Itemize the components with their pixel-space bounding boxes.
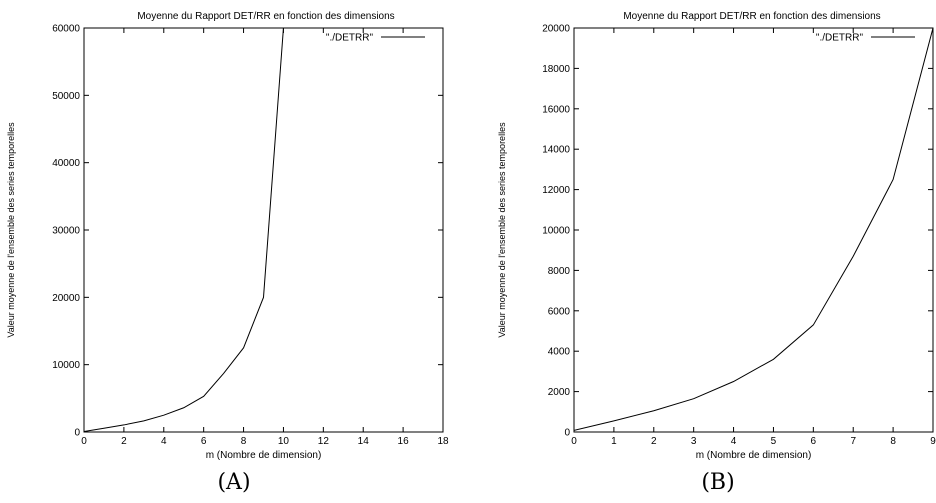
plot-frame xyxy=(573,27,934,433)
y-tick-label: 30000 xyxy=(52,226,80,237)
y-axis-label: Valeur moyenne de l'ensemble des series … xyxy=(497,122,507,338)
y-tick-label: 50000 xyxy=(52,91,80,102)
y-tick-label: 10000 xyxy=(542,226,570,237)
y-tick-label: 18000 xyxy=(542,64,570,75)
x-tick-label: 12 xyxy=(318,436,330,447)
chart-title: Moyenne du Rapport DET/RR en fonction de… xyxy=(137,11,394,22)
y-tick-label: 12000 xyxy=(542,185,570,196)
chart-title: Moyenne du Rapport DET/RR en fonction de… xyxy=(623,11,880,22)
x-axis-label: m (Nombre de dimension) xyxy=(206,450,322,461)
chart-b: Moyenne du Rapport DET/RR en fonction de… xyxy=(497,11,936,461)
x-tick-label: 10 xyxy=(278,436,290,447)
plot-frame xyxy=(83,27,444,433)
panel-label-a: (A) xyxy=(217,470,251,495)
x-tick-label: 1 xyxy=(611,436,617,447)
x-tick-label: 5 xyxy=(771,436,777,447)
y-tick-label: 10000 xyxy=(52,360,80,371)
x-tick-label: 2 xyxy=(651,436,657,447)
y-tick-label: 20000 xyxy=(52,293,80,304)
x-tick-label: 4 xyxy=(161,436,167,447)
y-tick-label: 16000 xyxy=(542,104,570,115)
y-tick-label: 20000 xyxy=(542,24,570,35)
y-tick-label: 4000 xyxy=(548,347,571,358)
y-tick-label: 14000 xyxy=(542,145,570,156)
x-tick-label: 8 xyxy=(890,436,896,447)
y-tick-label: 60000 xyxy=(52,24,80,35)
y-tick-label: 0 xyxy=(564,428,570,439)
y-tick-label: 6000 xyxy=(548,306,571,317)
x-tick-label: 18 xyxy=(437,436,449,447)
y-tick-label: 2000 xyxy=(548,387,571,398)
x-tick-label: 7 xyxy=(850,436,856,447)
x-tick-label: 2 xyxy=(121,436,127,447)
panel-label-b: (B) xyxy=(701,470,735,495)
series-line-0 xyxy=(84,28,284,432)
x-tick-label: 3 xyxy=(691,436,697,447)
x-tick-label: 6 xyxy=(811,436,817,447)
x-tick-label: 8 xyxy=(241,436,247,447)
x-tick-label: 14 xyxy=(358,436,370,447)
x-tick-label: 9 xyxy=(930,436,936,447)
y-tick-label: 40000 xyxy=(52,158,80,169)
series-line-0 xyxy=(574,28,933,431)
x-tick-label: 4 xyxy=(731,436,737,447)
x-tick-label: 0 xyxy=(81,436,87,447)
y-axis-label: Valeur moyenne de l'ensemble des series … xyxy=(6,122,16,338)
x-tick-label: 0 xyxy=(571,436,577,447)
y-tick-label: 0 xyxy=(74,428,80,439)
x-axis-label: m (Nombre de dimension) xyxy=(696,450,812,461)
x-tick-label: 6 xyxy=(201,436,207,447)
y-tick-label: 8000 xyxy=(548,266,571,277)
x-tick-label: 16 xyxy=(398,436,410,447)
chart-a: Moyenne du Rapport DET/RR en fonction de… xyxy=(6,11,449,461)
legend-label: "./DETRR" xyxy=(326,33,374,44)
legend-label: "./DETRR" xyxy=(816,33,864,44)
